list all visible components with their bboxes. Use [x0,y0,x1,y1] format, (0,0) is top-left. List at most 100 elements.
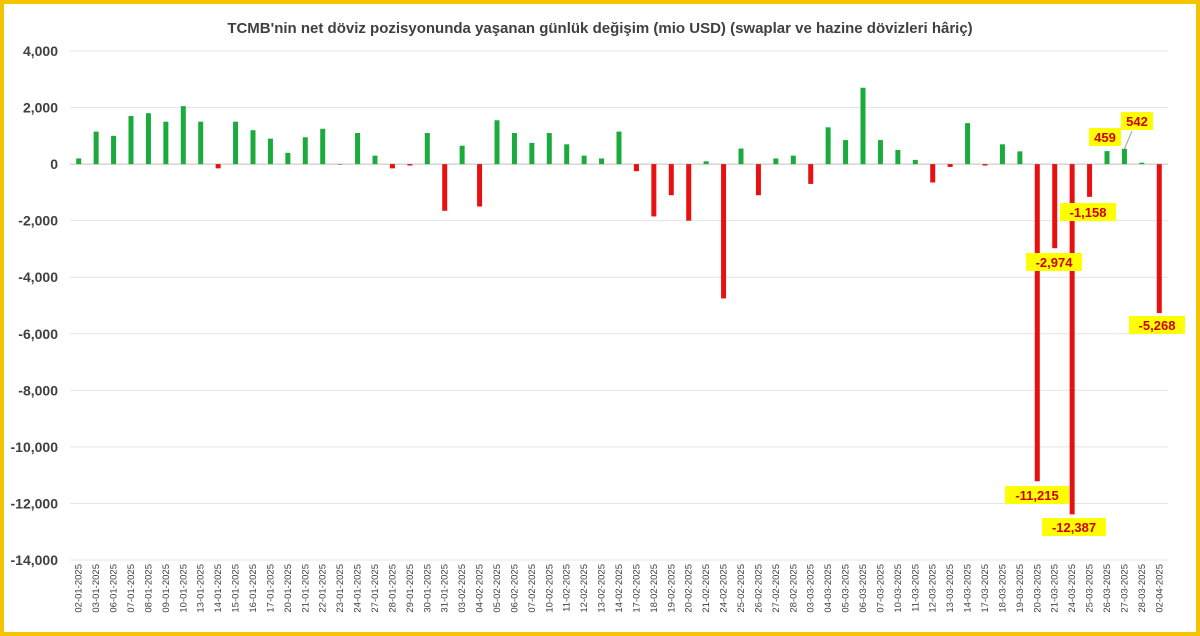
bar [163,121,169,165]
x-tick-label: 27-03-2025 [1119,564,1130,613]
x-tick-label: 21-02-2025 [701,564,712,613]
data-label: -5,268 [1139,318,1176,333]
y-tick-label: -8,000 [18,382,58,398]
x-tick-label: 19-02-2025 [666,564,677,613]
x-tick-label: 24-02-2025 [719,564,730,613]
x-tick-label: 04-03-2025 [823,564,834,613]
bar [215,164,221,169]
bar [180,106,186,165]
x-tick-label: 20-03-2025 [1032,564,1043,613]
bar [233,121,239,165]
x-tick-label: 02-01-2025 [74,564,85,613]
x-tick-label: 30-01-2025 [422,564,433,613]
data-label-box [1129,316,1185,334]
data-label-box [1089,128,1121,146]
x-tick-label: 27-02-2025 [771,564,782,613]
y-tick-label: 2,000 [23,100,58,116]
x-tick-label: 14-01-2025 [213,564,224,613]
x-tick-label: 20-02-2025 [684,564,695,613]
bar [372,155,378,165]
bar [477,164,483,207]
bar [668,164,674,196]
bar [703,161,709,165]
bar [912,159,918,165]
bar [599,158,605,165]
bar [145,113,151,165]
bar [564,144,570,165]
bar [808,164,814,184]
bar [198,121,204,165]
x-tick-label: 03-02-2025 [457,564,468,613]
data-label-box [1005,486,1069,504]
x-tick-label: 03-03-2025 [806,564,817,613]
x-tick-label: 07-02-2025 [527,564,538,613]
x-tick-label: 28-02-2025 [788,564,799,613]
x-tick-label: 05-02-2025 [492,564,503,613]
x-tick-label: 13-02-2025 [597,564,608,613]
x-tick-label: 18-02-2025 [649,564,660,613]
data-label-box [1060,203,1116,221]
y-tick-label: -12,000 [11,495,59,511]
x-tick-label: 17-03-2025 [980,564,991,613]
x-tick-label: 13-01-2025 [196,564,207,613]
x-tick-label: 29-01-2025 [405,564,416,613]
bar [581,155,587,165]
x-tick-label: 09-01-2025 [161,564,172,613]
bar [302,137,308,165]
x-tick-label: 25-02-2025 [736,564,747,613]
x-tick-label: 06-03-2025 [858,564,869,613]
y-tick-label: 4,000 [23,43,58,59]
bar [494,120,500,165]
y-tick-label: -14,000 [11,552,59,568]
bar [442,164,448,211]
bar [982,164,988,166]
bar [790,155,796,165]
x-tick-label: 03-01-2025 [91,564,102,613]
bar [999,144,1005,165]
bar [389,164,395,169]
y-tick-label: -4,000 [18,269,58,285]
data-label-box [1121,112,1153,130]
x-tick-label: 16-01-2025 [248,564,259,613]
bar [320,128,326,165]
data-label-box [1026,253,1082,271]
x-tick-label: 10-02-2025 [544,564,555,613]
y-tick-label: -10,000 [11,439,59,455]
bar [773,158,779,165]
x-tick-label: 06-01-2025 [109,564,120,613]
x-tick-label: 22-01-2025 [318,564,329,613]
bar [355,133,361,165]
x-tick-label: 12-02-2025 [579,564,590,613]
data-label: -1,158 [1070,205,1107,220]
y-tick-label: 0 [50,156,58,172]
x-tick-label: 07-03-2025 [875,564,886,613]
x-tick-label: 08-01-2025 [143,564,154,613]
bar [337,164,343,165]
bar [424,133,430,165]
bar [965,123,971,165]
bar [1087,164,1093,197]
data-label: 459 [1094,130,1116,145]
x-tick-label: 21-03-2025 [1050,564,1061,613]
bar [407,164,413,166]
x-tick-label: 23-01-2025 [335,564,346,613]
x-tick-label: 21-01-2025 [300,564,311,613]
x-tick-label: 04-02-2025 [475,564,486,613]
bar [947,164,953,167]
x-tick-label: 06-02-2025 [509,564,520,613]
x-tick-label: 13-03-2025 [945,564,956,613]
x-tick-label: 14-03-2025 [963,564,974,613]
bar [128,116,134,165]
bar [877,140,883,165]
bar [843,140,849,165]
x-tick-label: 28-01-2025 [387,564,398,613]
x-tick-label: 05-03-2025 [841,564,852,613]
data-label: 542 [1126,114,1148,129]
x-tick-label: 18-03-2025 [997,564,1008,613]
bar [511,133,517,165]
x-tick-label: 19-03-2025 [1015,564,1026,613]
bar [1104,151,1110,165]
bar [76,158,82,165]
bar [93,131,99,165]
